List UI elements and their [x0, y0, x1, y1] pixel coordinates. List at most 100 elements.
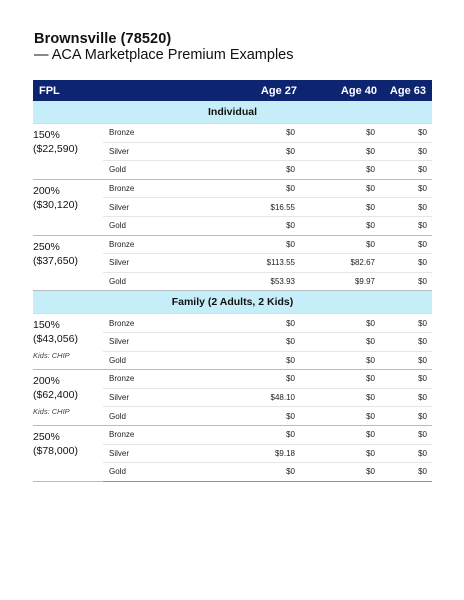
fpl-percent: 200%	[33, 375, 60, 388]
premium-age-63: $0	[383, 313, 432, 333]
premium-age-40: $0	[303, 444, 383, 464]
fpl-note: Kids: CHIP	[33, 351, 70, 361]
premium-age-63: $0	[383, 351, 432, 371]
premium-age-63: $0	[383, 332, 432, 352]
premium-age-27: $0	[183, 179, 303, 199]
header-fpl: FPL	[33, 80, 183, 101]
fpl-cell: 250% ($37,650)	[33, 235, 103, 292]
premium-age-27: $53.93	[183, 272, 303, 292]
header-age-27: Age 27	[183, 80, 303, 101]
premium-age-27: $16.55	[183, 197, 303, 217]
fpl-percent: 250%	[33, 430, 60, 443]
premium-age-40: $0	[303, 235, 383, 255]
fpl-income: ($78,000)	[33, 444, 78, 457]
premium-age-63: $0	[383, 462, 432, 482]
metal-tier: Gold	[103, 351, 183, 371]
premium-age-27: $0	[183, 332, 303, 352]
premium-age-63: $0	[383, 216, 432, 236]
premium-age-40: $0	[303, 179, 383, 199]
premium-age-27: $0	[183, 313, 303, 333]
premium-age-40: $0	[303, 406, 383, 426]
metal-tier: Bronze	[103, 179, 183, 199]
table-row: Silver $48.10 $0 $0	[33, 388, 432, 408]
premium-age-63: $0	[383, 369, 432, 389]
premium-age-63: $0	[383, 142, 432, 162]
metal-tier: Silver	[103, 332, 183, 352]
premium-age-63: $0	[383, 425, 432, 445]
metal-tier: Bronze	[103, 425, 183, 445]
fpl-note: Kids: CHIP	[33, 407, 70, 417]
premium-age-27: $0	[183, 235, 303, 255]
premium-age-27: $0	[183, 216, 303, 236]
fpl-cell: 150% ($43,056) Kids: CHIP	[33, 313, 103, 371]
premium-age-27: $0	[183, 351, 303, 371]
metal-tier: Bronze	[103, 313, 183, 333]
premium-age-40: $0	[303, 197, 383, 217]
premium-age-40: $82.67	[303, 253, 383, 273]
premium-age-40: $0	[303, 388, 383, 408]
fpl-income: ($22,590)	[33, 143, 78, 155]
premium-age-40: $0	[303, 160, 383, 180]
fpl-cell: 250% ($78,000)	[33, 425, 103, 482]
metal-tier: Gold	[103, 272, 183, 292]
fpl-cell: 200% ($62,400) Kids: CHIP	[33, 369, 103, 426]
premium-age-27: $48.10	[183, 388, 303, 408]
premium-age-40: $0	[303, 425, 383, 445]
table-row: Gold $0 $0 $0	[33, 351, 432, 371]
premium-table: FPL Age 27 Age 40 Age 63 Individual 150%(…	[33, 80, 432, 482]
page-title: Brownsville (78520)	[34, 31, 172, 47]
section-label: Individual	[33, 101, 432, 124]
metal-tier: Gold	[103, 216, 183, 236]
table-header-row: FPL Age 27 Age 40 Age 63	[33, 80, 432, 101]
section-header-row: Family (2 Adults, 2 Kids)	[33, 290, 432, 315]
premium-age-63: $0	[383, 179, 432, 199]
table-row: Gold $0 $0 $0	[33, 216, 432, 236]
fpl-income: ($37,650)	[33, 254, 78, 267]
table-row: Silver $9.18 $0 $0	[33, 444, 432, 464]
fpl-income: ($43,056)	[33, 333, 78, 346]
table-row: Gold $53.93 $9.97 $0	[33, 272, 432, 292]
metal-tier: Silver	[103, 253, 183, 273]
premium-age-27: $9.18	[183, 444, 303, 464]
table-row: Silver $0 $0 $0	[33, 142, 432, 162]
metal-tier: Bronze	[103, 235, 183, 255]
table-row: 150% ($22,590) Bronze $0 $0 $0	[33, 123, 432, 180]
premium-age-63: $0	[383, 388, 432, 408]
premium-age-40: $9.97	[303, 272, 383, 292]
metal-tier: Gold	[103, 462, 183, 482]
table-row: 200% ($62,400) Kids: CHIP Bronze $0 $0 $0	[33, 369, 432, 426]
table-row: 150% ($43,056) Kids: CHIP Bronze $0 $0 $0	[33, 313, 432, 371]
premium-age-40: $0	[303, 123, 383, 143]
table-row: Silver $0 $0 $0	[33, 332, 432, 352]
fpl-income: ($30,120)	[33, 198, 78, 211]
table-row: Silver $16.55 $0 $0	[33, 197, 432, 217]
header-age-40: Age 40	[303, 80, 383, 101]
premium-age-40: $0	[303, 332, 383, 352]
premium-age-27: $0	[183, 123, 303, 143]
fpl-cell: 200% ($30,120)	[33, 179, 103, 236]
header-age-63: Age 63	[383, 80, 432, 101]
metal-tier: Bronze	[103, 123, 183, 143]
table-row: Gold $0 $0 $0	[33, 160, 432, 180]
table-row: 250% ($37,650) Bronze $0 $0 $0	[33, 235, 432, 292]
fpl-percent: 150%	[33, 319, 60, 332]
fpl-cell: 150% ($22,590)	[33, 123, 103, 180]
premium-age-63: $0	[383, 197, 432, 217]
premium-age-40: $0	[303, 351, 383, 371]
fpl-percent: 200%	[33, 184, 60, 197]
metal-tier: Bronze	[103, 369, 183, 389]
fpl-income: ($62,400)	[33, 389, 78, 402]
metal-tier: Gold	[103, 160, 183, 180]
metal-tier: Gold	[103, 406, 183, 426]
section-label: Family (2 Adults, 2 Kids)	[33, 290, 432, 315]
premium-age-27: $0	[183, 425, 303, 445]
premium-age-27: $0	[183, 160, 303, 180]
premium-age-27: $0	[183, 142, 303, 162]
premium-age-27: $0	[183, 369, 303, 389]
premium-age-63: $0	[383, 444, 432, 464]
premium-age-40: $0	[303, 142, 383, 162]
premium-age-40: $0	[303, 216, 383, 236]
premium-age-63: $0	[383, 123, 432, 143]
table-row: Silver $113.55 $82.67 $0	[33, 253, 432, 273]
premium-age-40: $0	[303, 313, 383, 333]
